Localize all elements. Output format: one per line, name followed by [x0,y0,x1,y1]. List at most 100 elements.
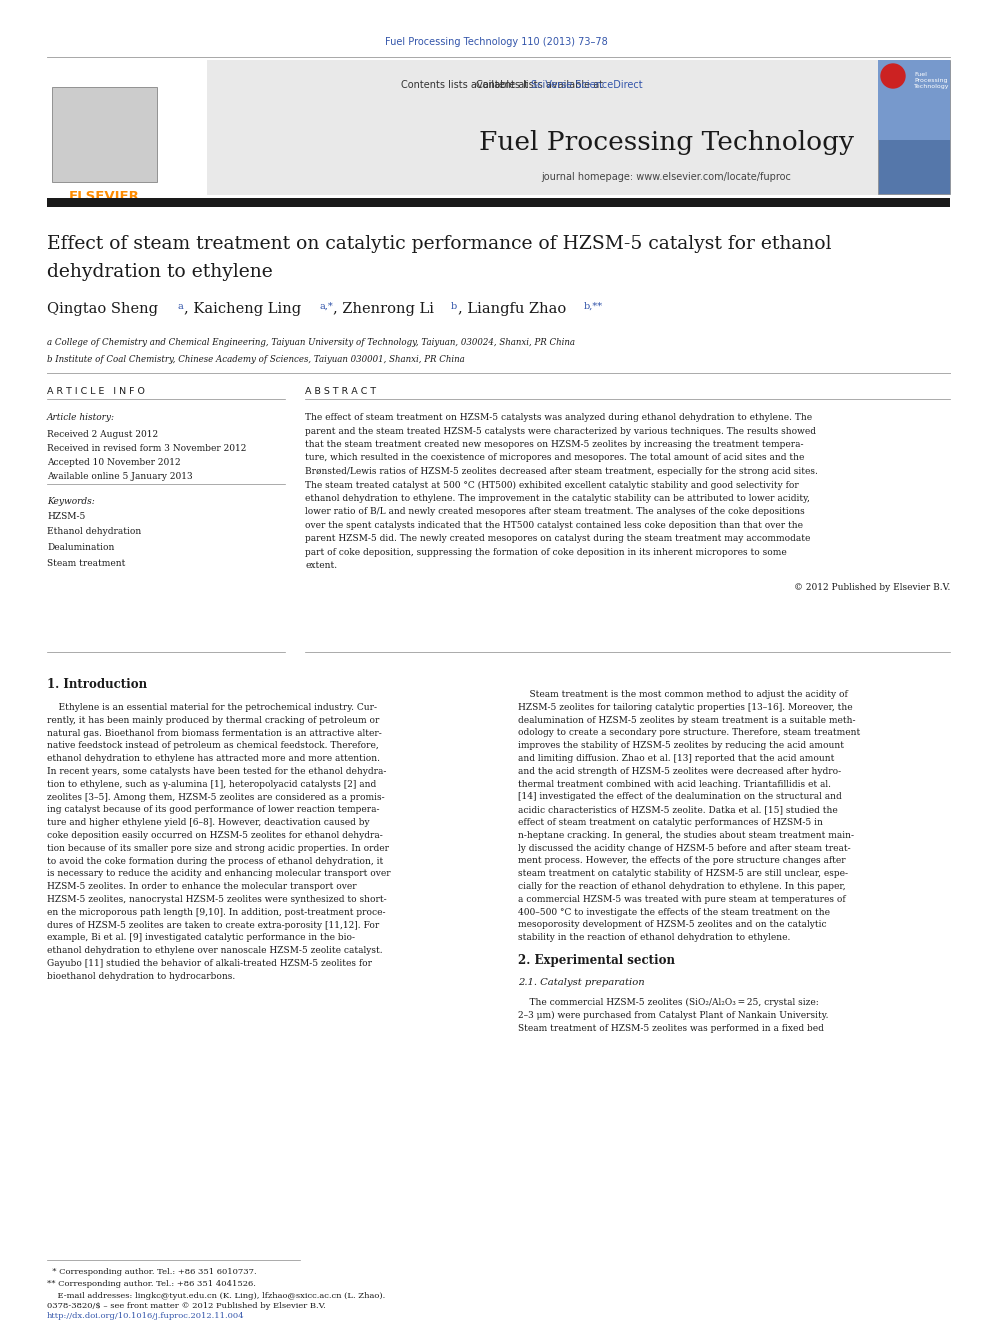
Text: Contents lists available at: Contents lists available at [401,79,531,90]
Text: Contents lists available at: Contents lists available at [476,79,606,90]
Text: and the acid strength of HZSM-5 zeolites were decreased after hydro-: and the acid strength of HZSM-5 zeolites… [518,767,841,775]
Text: Accepted 10 November 2012: Accepted 10 November 2012 [47,458,181,467]
Text: The steam treated catalyst at 500 °C (HT500) exhibited excellent catalytic stabi: The steam treated catalyst at 500 °C (HT… [305,480,799,490]
Text: bioethanol dehydration to hydrocarbons.: bioethanol dehydration to hydrocarbons. [47,972,235,980]
Text: over the spent catalysts indicated that the HT500 catalyst contained less coke d: over the spent catalysts indicated that … [305,521,803,531]
Bar [52,87,157,183]
Text: Dealumination: Dealumination [47,542,114,552]
Text: cially for the reaction of ethanol dehydration to ethylene. In this paper,: cially for the reaction of ethanol dehyd… [518,882,845,890]
Text: parent and the steam treated HZSM-5 catalysts were characterized by various tech: parent and the steam treated HZSM-5 cata… [305,426,816,435]
Text: dealumination of HZSM-5 zeolites by steam treatment is a suitable meth-: dealumination of HZSM-5 zeolites by stea… [518,716,855,725]
Text: [14] investigated the effect of the dealumination on the structural and: [14] investigated the effect of the deal… [518,792,842,802]
Bar [878,60,950,140]
Text: HZSM-5: HZSM-5 [47,512,85,521]
Text: * Corresponding author. Tel.: +86 351 6010737.: * Corresponding author. Tel.: +86 351 60… [47,1267,257,1275]
Text: HZSM-5 zeolites. In order to enhance the molecular transport over: HZSM-5 zeolites. In order to enhance the… [47,882,357,892]
Text: native feedstock instead of petroleum as chemical feedstock. Therefore,: native feedstock instead of petroleum as… [47,741,379,750]
Text: Article history:: Article history: [47,413,115,422]
Text: , Kaicheng Ling: , Kaicheng Ling [184,302,302,316]
Text: b Institute of Coal Chemistry, Chinese Academy of Sciences, Taiyuan 030001, Shan: b Institute of Coal Chemistry, Chinese A… [47,355,464,364]
Text: n-heptane cracking. In general, the studies about steam treatment main-: n-heptane cracking. In general, the stud… [518,831,854,840]
Text: HZSM-5 zeolites, nanocrystal HZSM-5 zeolites were synthesized to short-: HZSM-5 zeolites, nanocrystal HZSM-5 zeol… [47,894,387,904]
Text: The effect of steam treatment on HZSM-5 catalysts was analyzed during ethanol de: The effect of steam treatment on HZSM-5 … [305,413,812,422]
Text: a: a [177,302,183,311]
Text: example, Bi et al. [9] investigated catalytic performance in the bio-: example, Bi et al. [9] investigated cata… [47,934,355,942]
Text: ture, which resulted in the coexistence of micropores and mesopores. The total a: ture, which resulted in the coexistence … [305,454,805,463]
Text: , Zhenrong Li: , Zhenrong Li [333,302,434,316]
Text: Steam treatment of HZSM-5 zeolites was performed in a fixed bed: Steam treatment of HZSM-5 zeolites was p… [518,1024,824,1032]
Text: http://dx.doi.org/10.1016/j.fuproc.2012.11.004: http://dx.doi.org/10.1016/j.fuproc.2012.… [47,1312,245,1320]
Text: a commercial HZSM-5 was treated with pure steam at temperatures of: a commercial HZSM-5 was treated with pur… [518,894,845,904]
Text: ly discussed the acidity change of HZSM-5 before and after steam treat-: ly discussed the acidity change of HZSM-… [518,844,850,852]
Text: ture and higher ethylene yield [6–8]. However, deactivation caused by: ture and higher ethylene yield [6–8]. Ho… [47,818,370,827]
Bar [47,60,950,194]
Text: that the steam treatment created new mesopores on HZSM-5 zeolites by increasing : that the steam treatment created new mes… [305,441,804,448]
Text: Qingtao Sheng: Qingtao Sheng [47,302,158,316]
Bar [47,198,950,206]
Text: acidic characteristics of HZSM-5 zeolite. Datka et al. [15] studied the: acidic characteristics of HZSM-5 zeolite… [518,806,838,814]
Text: mesoporosity development of HZSM-5 zeolites and on the catalytic: mesoporosity development of HZSM-5 zeoli… [518,921,826,929]
Text: A B S T R A C T: A B S T R A C T [305,388,376,396]
Text: Ethylene is an essential material for the petrochemical industry. Cur-: Ethylene is an essential material for th… [47,703,377,712]
Text: ELSEVIER: ELSEVIER [68,191,140,202]
Text: ment process. However, the effects of the pore structure changes after: ment process. However, the effects of th… [518,856,845,865]
Text: dehydration to ethylene: dehydration to ethylene [47,263,273,280]
Text: 2–3 μm) were purchased from Catalyst Plant of Nankain University.: 2–3 μm) were purchased from Catalyst Pla… [518,1011,828,1020]
Text: parent HZSM-5 did. The newly created mesopores on catalyst during the steam trea: parent HZSM-5 did. The newly created mes… [305,534,810,544]
Text: 0378-3820/$ – see front matter © 2012 Published by Elsevier B.V.: 0378-3820/$ – see front matter © 2012 Pu… [47,1302,325,1310]
Text: tion because of its smaller pore size and strong acidic properties. In order: tion because of its smaller pore size an… [47,844,389,853]
Text: zeolites [3–5]. Among them, HZSM-5 zeolites are considered as a promis-: zeolites [3–5]. Among them, HZSM-5 zeoli… [47,792,385,802]
Text: Effect of steam treatment on catalytic performance of HZSM-5 catalyst for ethano: Effect of steam treatment on catalytic p… [47,235,831,253]
Text: 2. Experimental section: 2. Experimental section [518,954,675,967]
Text: improves the stability of HZSM-5 zeolites by reducing the acid amount: improves the stability of HZSM-5 zeolite… [518,741,844,750]
Text: part of coke deposition, suppressing the formation of coke deposition in its inh: part of coke deposition, suppressing the… [305,548,787,557]
Text: Gayubo [11] studied the behavior of alkali-treated HZSM-5 zeolites for: Gayubo [11] studied the behavior of alka… [47,959,372,968]
Text: Ethanol dehydration: Ethanol dehydration [47,528,141,537]
Text: , Liangfu Zhao: , Liangfu Zhao [458,302,566,316]
Text: is necessary to reduce the acidity and enhancing molecular transport over: is necessary to reduce the acidity and e… [47,869,391,878]
Text: ethanol dehydration to ethylene over nanoscale HZSM-5 zeolite catalyst.: ethanol dehydration to ethylene over nan… [47,946,383,955]
Text: b: b [451,302,457,311]
Text: a College of Chemistry and Chemical Engineering, Taiyuan University of Technolog: a College of Chemistry and Chemical Engi… [47,337,575,347]
Text: ** Corresponding author. Tel.: +86 351 4041526.: ** Corresponding author. Tel.: +86 351 4… [47,1279,256,1289]
Text: odology to create a secondary pore structure. Therefore, steam treatment: odology to create a secondary pore struc… [518,729,860,737]
Bar [47,60,207,194]
Text: a,*: a,* [319,302,332,311]
Text: HZSM-5 zeolites for tailoring catalytic properties [13–16]. Moreover, the: HZSM-5 zeolites for tailoring catalytic … [518,703,853,712]
Circle shape [881,64,905,89]
Text: extent.: extent. [305,561,337,570]
Text: Received 2 August 2012: Received 2 August 2012 [47,430,158,439]
Text: tion to ethylene, such as γ-alumina [1], heteropolyacid catalysts [2] and: tion to ethylene, such as γ-alumina [1],… [47,779,376,789]
Text: coke deposition easily occurred on HZSM-5 zeolites for ethanol dehydra-: coke deposition easily occurred on HZSM-… [47,831,383,840]
Text: ing catalyst because of its good performance of lower reaction tempera-: ing catalyst because of its good perform… [47,806,380,815]
Text: en the microporous path length [9,10]. In addition, post-treatment proce-: en the microporous path length [9,10]. I… [47,908,386,917]
Text: dures of HZSM-5 zeolites are taken to create extra-porosity [11,12]. For: dures of HZSM-5 zeolites are taken to cr… [47,921,379,930]
Text: natural gas. Bioethanol from biomass fermentation is an attractive alter-: natural gas. Bioethanol from biomass fer… [47,729,382,738]
Text: Fuel Processing Technology: Fuel Processing Technology [478,130,853,155]
Text: 2.1. Catalyst preparation: 2.1. Catalyst preparation [518,978,645,987]
Text: Received in revised form 3 November 2012: Received in revised form 3 November 2012 [47,445,246,452]
Text: E-mail addresses: lingkc@tyut.edu.cn (K. Ling), lfzhao@sxicc.ac.cn (L. Zhao).: E-mail addresses: lingkc@tyut.edu.cn (K.… [47,1293,385,1301]
Text: ethanol dehydration to ethylene. The improvement in the catalytic stability can : ethanol dehydration to ethylene. The imp… [305,493,809,503]
Text: 1. Introduction: 1. Introduction [47,677,147,691]
Text: thermal treatment combined with acid leaching. Triantafillidis et al.: thermal treatment combined with acid lea… [518,779,831,789]
Text: ethanol dehydration to ethylene has attracted more and more attention.: ethanol dehydration to ethylene has attr… [47,754,380,763]
Text: and limiting diffusion. Zhao et al. [13] reported that the acid amount: and limiting diffusion. Zhao et al. [13]… [518,754,834,763]
Text: steam treatment on catalytic stability of HZSM-5 are still unclear, espe-: steam treatment on catalytic stability o… [518,869,848,878]
Text: Fuel
Processing
Technology: Fuel Processing Technology [914,71,949,89]
Text: 400–500 °C to investigate the effects of the steam treatment on the: 400–500 °C to investigate the effects of… [518,908,830,917]
Text: b,**: b,** [584,302,603,311]
Text: Keywords:: Keywords: [47,497,95,505]
Text: lower ratio of B/L and newly created mesopores after steam treatment. The analys: lower ratio of B/L and newly created mes… [305,508,805,516]
Text: to avoid the coke formation during the process of ethanol dehydration, it: to avoid the coke formation during the p… [47,856,383,865]
Text: stability in the reaction of ethanol dehydration to ethylene.: stability in the reaction of ethanol deh… [518,933,791,942]
Text: effect of steam treatment on catalytic performances of HZSM-5 in: effect of steam treatment on catalytic p… [518,818,823,827]
Text: Brønsted/Lewis ratios of HZSM-5 zeolites decreased after steam treatment, especi: Brønsted/Lewis ratios of HZSM-5 zeolites… [305,467,817,476]
Text: journal homepage: www.elsevier.com/locate/fuproc: journal homepage: www.elsevier.com/locat… [541,172,791,183]
Text: Steam treatment: Steam treatment [47,558,125,568]
Text: Available online 5 January 2013: Available online 5 January 2013 [47,472,192,482]
Text: © 2012 Published by Elsevier B.V.: © 2012 Published by Elsevier B.V. [794,583,950,591]
Text: SciVerse ScienceDirect: SciVerse ScienceDirect [531,79,643,90]
Text: The commercial HZSM-5 zeolites (SiO₂/Al₂O₃ = 25, crystal size:: The commercial HZSM-5 zeolites (SiO₂/Al₂… [518,998,818,1007]
Text: In recent years, some catalysts have been tested for the ethanol dehydra-: In recent years, some catalysts have bee… [47,767,386,777]
